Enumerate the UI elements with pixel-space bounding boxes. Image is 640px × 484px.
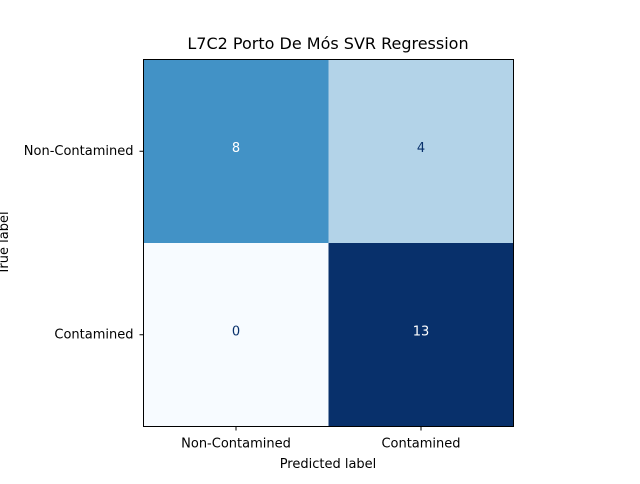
x-tick-label-non-contamined: Non-Contamined [181, 437, 291, 452]
y-axis-ticks: Non-Contamined Contamined [24, 144, 144, 342]
heatmap-cell-0-0 [143, 59, 329, 243]
x-axis-ticks: Non-Contamined Contamined [181, 426, 461, 452]
cell-value-labels: 8 4 0 13 [232, 141, 429, 340]
chart-title: L7C2 Porto De Mós SVR Regression [187, 34, 468, 53]
x-axis-label: Predicted label [280, 457, 377, 472]
cell-value-0-0: 8 [232, 141, 240, 156]
y-tick-label-contamined: Contamined [54, 327, 133, 342]
plot-frame [143, 59, 514, 427]
heatmap-cell-1-1 [328, 243, 514, 427]
y-axis-label: True label [0, 211, 12, 275]
heatmap-cell-1-0 [143, 243, 329, 427]
heatmap-cells [143, 59, 514, 427]
heatmap-cell-0-1 [328, 59, 514, 243]
x-tick-label-contamined: Contamined [381, 437, 460, 452]
cell-value-0-1: 4 [417, 141, 425, 156]
cell-value-1-1: 13 [413, 324, 430, 339]
y-tick-label-non-contamined: Non-Contamined [24, 144, 134, 159]
cell-value-1-0: 0 [232, 324, 240, 339]
